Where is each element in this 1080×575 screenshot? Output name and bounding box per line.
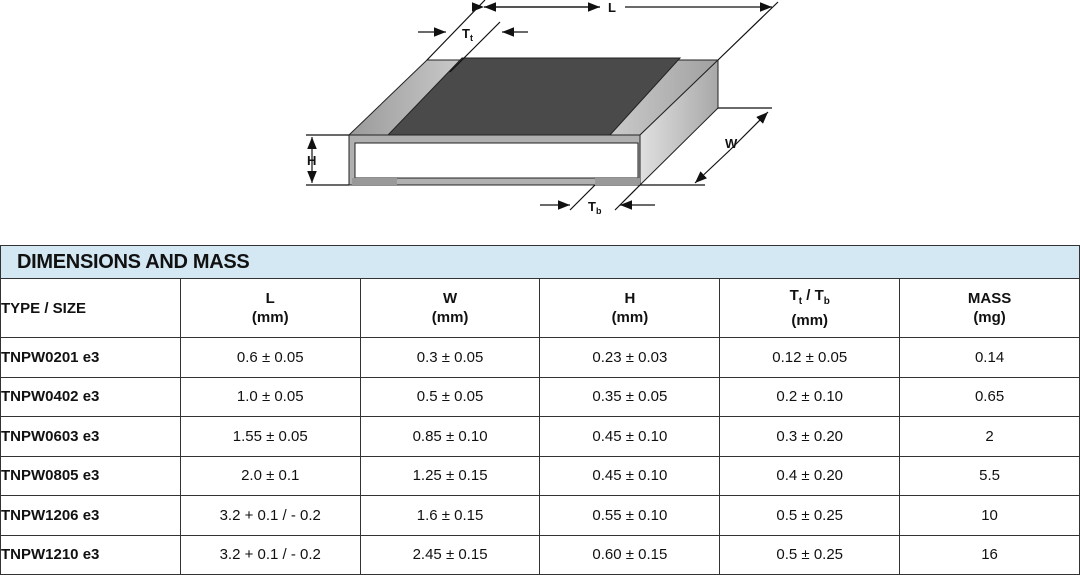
table-row: TNPW0201 e3 0.6 ± 0.05 0.3 ± 0.05 0.23 ± 0.… [0, 337, 1080, 378]
col-header-mass: MASS (mg) [899, 278, 1080, 338]
value-cell: 0.35 ± 0.05 [539, 376, 721, 417]
type-size-cell: TNPW0201 e3 [0, 337, 181, 378]
label-Tt: Tt [462, 26, 473, 43]
label-W: W [725, 136, 738, 151]
type-size-cell: TNPW1206 e3 [0, 495, 181, 536]
value-cell: 1.25 ± 0.15 [359, 455, 541, 496]
table-row: TNPW0603 e3 1.55 ± 0.05 0.85 ± 0.10 0.45 ± … [0, 416, 1080, 457]
value-cell: 16 [899, 534, 1080, 575]
value-cell: 0.65 [899, 376, 1080, 417]
col-header-Tt-Tb: Tt / Tb (mm) [719, 278, 901, 338]
resistor-dimension-diagram: L Tt H W Tb [306, 0, 779, 216]
value-cell: 5.5 [899, 455, 1080, 496]
value-cell: 10 [899, 495, 1080, 536]
type-size-cell: TNPW0805 e3 [0, 455, 181, 496]
type-size-cell: TNPW0402 e3 [0, 376, 181, 417]
table-row: TNPW0805 e3 2.0 ± 0.1 1.25 ± 0.15 0.45 ± 0.… [0, 455, 1080, 496]
value-cell: 0.55 ± 0.10 [539, 495, 721, 536]
type-size-cell: TNPW0603 e3 [0, 416, 181, 457]
value-cell: 3.2 + 0.1 / - 0.2 [179, 495, 361, 536]
value-cell: 0.12 ± 0.05 [719, 337, 901, 378]
resistor-body [347, 57, 720, 187]
col-header-W: W (mm) [359, 278, 541, 338]
value-cell: 1.55 ± 0.05 [179, 416, 361, 457]
table-row: TNPW0402 e3 1.0 ± 0.05 0.5 ± 0.05 0.35 ± 0.… [0, 376, 1080, 417]
col-header-type: TYPE / SIZE [0, 278, 181, 338]
col-header-L: L (mm) [179, 278, 361, 338]
value-cell: 1.6 ± 0.15 [359, 495, 541, 536]
table-row: TNPW1210 e3 3.2 + 0.1 / - 0.2 2.45 ± 0.15 0… [0, 534, 1080, 575]
value-cell: 1.0 ± 0.05 [179, 376, 361, 417]
value-cell: 0.3 ± 0.20 [719, 416, 901, 457]
value-cell: 2 [899, 416, 1080, 457]
value-cell: 0.85 ± 0.10 [359, 416, 541, 457]
value-cell: 0.45 ± 0.10 [539, 416, 721, 457]
type-size-cell: TNPW1210 e3 [0, 534, 181, 575]
dimension-lines [306, 0, 779, 211]
value-cell: 2.45 ± 0.15 [359, 534, 541, 575]
col-header-H: H (mm) [539, 278, 721, 338]
value-cell: 0.5 ± 0.25 [719, 495, 901, 536]
value-cell: 2.0 ± 0.1 [179, 455, 361, 496]
value-cell: 0.5 ± 0.05 [359, 376, 541, 417]
label-Tb: Tb [588, 199, 602, 216]
value-cell: 0.45 ± 0.10 [539, 455, 721, 496]
value-cell: 0.6 ± 0.05 [179, 337, 361, 378]
value-cell: 0.14 [899, 337, 1080, 378]
value-cell: 0.23 ± 0.03 [539, 337, 721, 378]
value-cell: 3.2 + 0.1 / - 0.2 [179, 534, 361, 575]
value-cell: 0.5 ± 0.25 [719, 534, 901, 575]
table-title: DIMENSIONS AND MASS [0, 245, 1080, 279]
value-cell: 0.60 ± 0.15 [539, 534, 721, 575]
header-row: TYPE / SIZE L (mm) W (mm) H (mm) Tt / Tb (mm… [0, 278, 1080, 338]
label-L: L [608, 0, 616, 15]
table-row: TNPW1206 e3 3.2 + 0.1 / - 0.2 1.6 ± 0.15 0.… [0, 495, 1080, 536]
value-cell: 0.2 ± 0.10 [719, 376, 901, 417]
dimensions-table: DIMENSIONS AND MASS TYPE / SIZE L (mm) W(… [0, 245, 1080, 575]
value-cell: 0.3 ± 0.05 [359, 337, 541, 378]
value-cell: 0.4 ± 0.20 [719, 455, 901, 496]
label-H: H [307, 153, 316, 168]
